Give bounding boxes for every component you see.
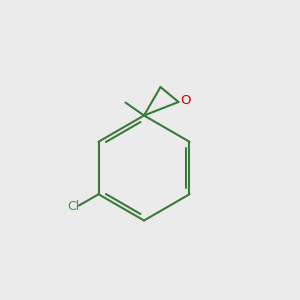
Text: O: O bbox=[180, 94, 190, 107]
Text: Cl: Cl bbox=[68, 200, 80, 214]
